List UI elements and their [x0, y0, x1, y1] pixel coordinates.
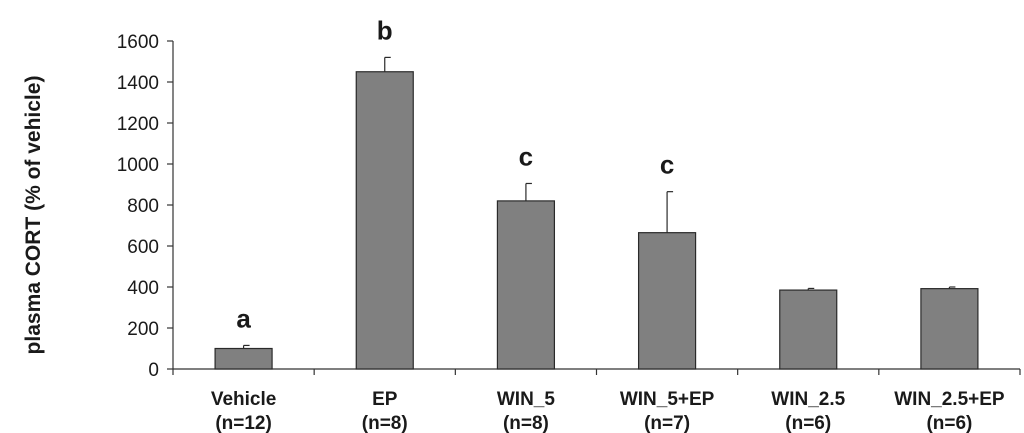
bar: [920, 288, 979, 370]
y-tick-label: 0: [148, 360, 159, 381]
x-tick-label: EP: [372, 389, 398, 410]
bar: [496, 200, 556, 370]
bar: [637, 232, 697, 370]
x-tick-label: WIN_5: [497, 389, 556, 410]
x-tick-sublabel: (n=7): [644, 413, 690, 433]
y-tick-label: 200: [127, 319, 159, 340]
y-tick-label: 400: [127, 278, 159, 299]
x-tick-label: WIN_2.5: [771, 389, 845, 410]
x-tick-labels: Vehicle (n=12) EP (n=8) WIN_5 (n=8) WIN_5+EP (n…: [211, 389, 1005, 433]
x-tick-label: WIN_2.5+EP: [894, 389, 1005, 410]
y-tick-label: 1000: [117, 155, 159, 176]
y-tick-label: 1600: [117, 32, 159, 53]
y-tick-label: 1200: [117, 114, 159, 135]
bar: [214, 347, 273, 370]
y-axis-title-group: plasma CORT (% of vehicle): [22, 76, 45, 355]
axes: [172, 41, 1021, 375]
significance-label: a: [236, 303, 251, 333]
significance-label: b: [377, 15, 393, 45]
x-tick-sublabel: (n=6): [926, 413, 972, 433]
x-tick-sublabel: (n=8): [362, 413, 408, 433]
x-tick-sublabel: (n=12): [215, 413, 272, 433]
x-tick-label: Vehicle: [211, 389, 277, 410]
y-axis-title: plasma CORT (% of vehicle): [22, 76, 45, 355]
bars: a b c c: [214, 15, 979, 370]
x-tick-label: WIN_5+EP: [620, 389, 715, 410]
x-tick-sublabel: (n=8): [503, 413, 549, 433]
x-tick-sublabel: (n=6): [785, 413, 831, 433]
significance-label: c: [519, 141, 533, 171]
significance-label: c: [660, 150, 674, 180]
y-tick-label: 1400: [117, 73, 159, 94]
bar: [355, 71, 414, 370]
y-tick-label: 600: [127, 237, 159, 258]
bar: [779, 289, 838, 370]
y-tick-label: 800: [127, 196, 159, 217]
y-ticks: 0 200 400 600 800 1000 1200 1400 1600: [117, 32, 173, 381]
